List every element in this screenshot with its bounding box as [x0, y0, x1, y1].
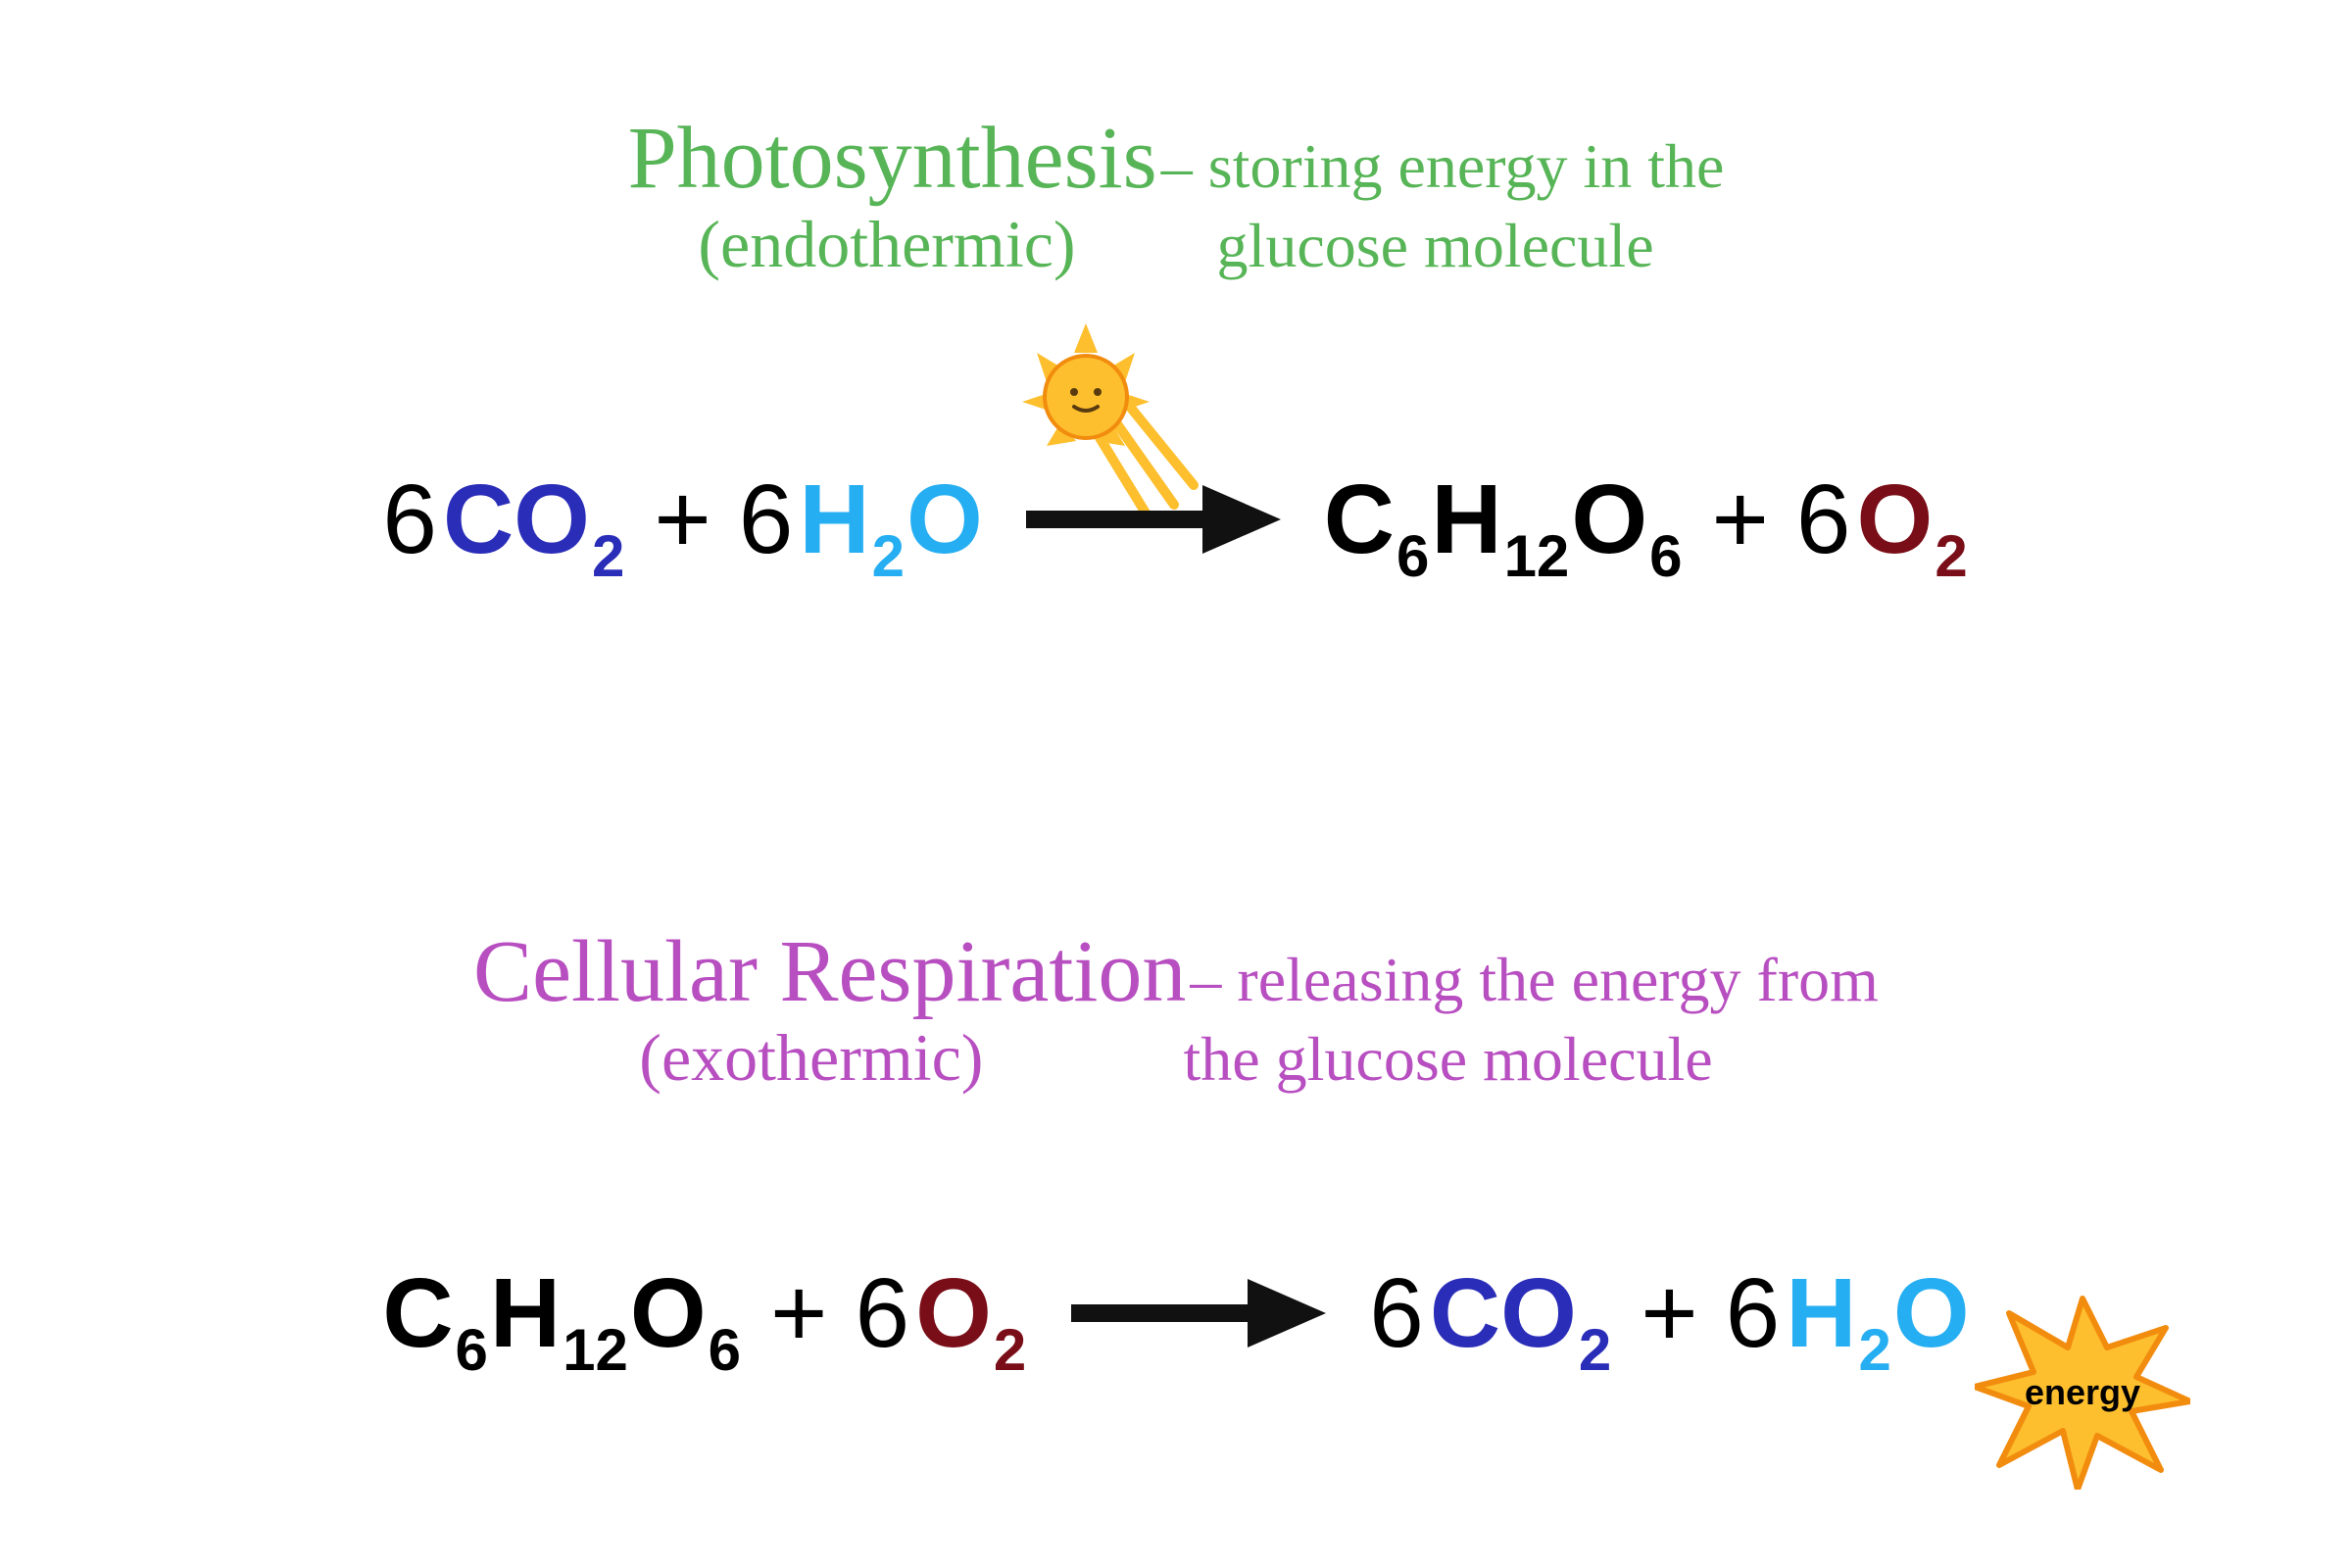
respiration-dash: –: [1190, 945, 1237, 1014]
resp-arrow-icon: [1071, 1279, 1326, 1348]
photo-arrow-icon: [1026, 485, 1281, 554]
photosynthesis-heading: Photosynthesis – storing energy in the: [0, 108, 2352, 209]
photosynthesis-desc2: glucose molecule: [1217, 211, 1654, 280]
photosynthesis-formula: 6 C O 2 + 6 H 2 O C 6 H 12 O 6 + 6 O 2: [0, 470, 2352, 568]
respiration-subline: (exothermic) the glucose molecule: [0, 1019, 2352, 1097]
energy-burst-label: energy: [1975, 1372, 2190, 1413]
resp-right: 6 C O 2 + 6 H 2 O: [1369, 1264, 1969, 1362]
respiration-desc1: releasing the energy from: [1237, 945, 1879, 1014]
photosynthesis-desc1: storing energy in the: [1208, 131, 1725, 201]
photo-right: C 6 H 12 O 6 + 6 O 2: [1324, 470, 1970, 568]
photo-left: 6 C O 2 + 6 H 2 O: [382, 470, 982, 568]
respiration-heading: Cellular Respiration – releasing the ene…: [0, 921, 2352, 1022]
photosynthesis-title: Photosynthesis: [628, 110, 1157, 207]
photosynthesis-subline: (endothermic) glucose molecule: [0, 206, 2352, 283]
respiration-sub: (exothermic): [639, 1020, 1179, 1095]
photosynthesis-dash: –: [1161, 131, 1208, 201]
respiration-desc2: the glucose molecule: [1183, 1024, 1712, 1094]
respiration-title: Cellular Respiration: [473, 923, 1186, 1020]
energy-burst-icon: energy: [1975, 1294, 2190, 1490]
resp-left: C 6 H 12 O 6 + 6 O 2: [382, 1264, 1028, 1362]
photosynthesis-sub: (endothermic): [698, 207, 1212, 281]
